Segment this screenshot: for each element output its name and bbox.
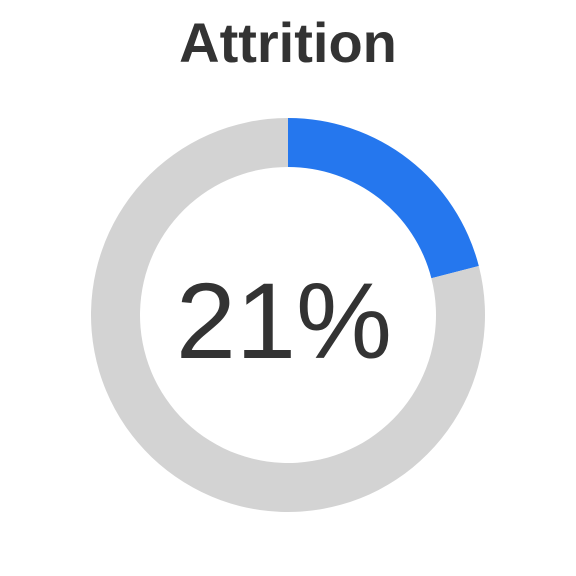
chart-title: Attrition xyxy=(179,11,397,74)
donut-slice-value xyxy=(288,118,479,279)
donut-slices xyxy=(90,118,485,512)
center-value-label: 21% xyxy=(176,260,392,381)
